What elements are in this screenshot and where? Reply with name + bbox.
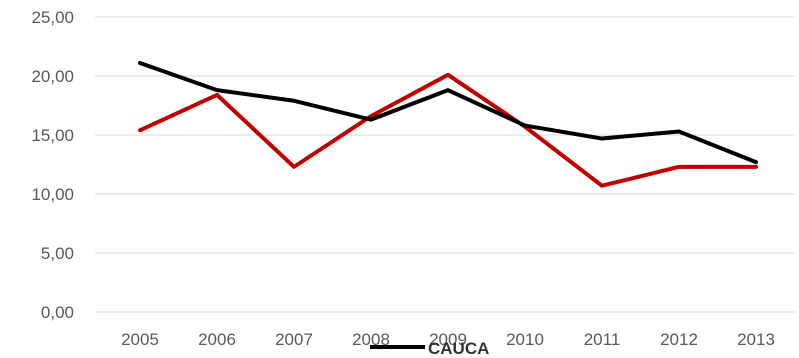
x-tick-label: 2012 — [660, 330, 698, 349]
series-line-cauca — [138, 61, 758, 165]
x-tick-label: 2010 — [506, 330, 544, 349]
x-tick-label: 2006 — [198, 330, 236, 349]
y-tick-label: 10,00 — [31, 185, 74, 204]
x-tick-label: 2013 — [737, 330, 775, 349]
y-tick-label: 0,00 — [41, 303, 74, 322]
y-tick-label: 5,00 — [41, 244, 74, 263]
y-axis: 0,00 5,00 10,00 15,00 20,00 25,00 — [31, 8, 74, 322]
legend-label-cauca: CAUCA — [428, 339, 489, 358]
y-tick-label: 20,00 — [31, 67, 74, 86]
y-tick-label: 25,00 — [31, 8, 74, 27]
y-tick-label: 15,00 — [31, 126, 74, 145]
x-axis: 2005 2006 2007 2008 2009 2010 2011 2012 2013 — [121, 330, 775, 349]
x-tick-label: 2011 — [584, 330, 621, 349]
series-line-red — [138, 72, 758, 188]
legend: CAUCA — [370, 339, 489, 358]
x-tick-label: 2007 — [275, 330, 313, 349]
x-tick-label: 2005 — [121, 330, 159, 349]
gridlines — [95, 16, 795, 313]
x-tick-label: 2008 — [352, 330, 390, 349]
series-lines — [138, 61, 758, 188]
x-tick-label: 2009 — [429, 330, 467, 349]
